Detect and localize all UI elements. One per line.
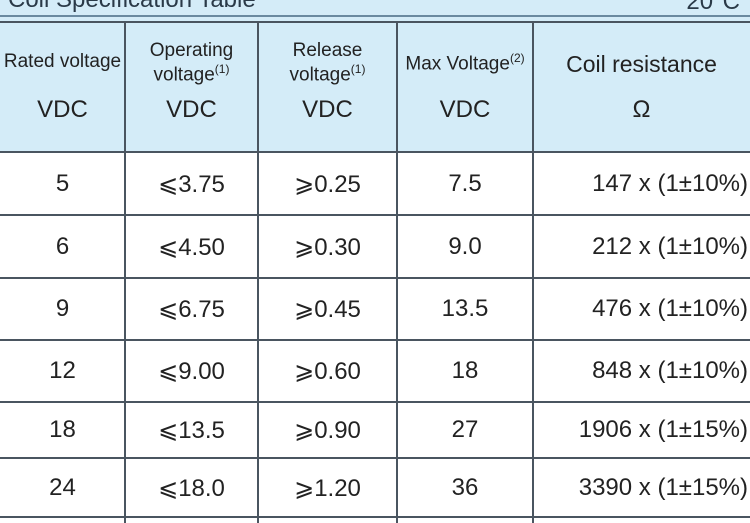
cell: 476 x (1±10%) [592, 295, 748, 322]
cell: ⩽6.75 [158, 296, 225, 323]
header-label: voltage(1) [289, 62, 366, 86]
col-line [124, 22, 126, 523]
header-unit: VDC [439, 96, 491, 123]
cell: ⩽9.00 [158, 358, 225, 385]
col-line [532, 22, 534, 523]
header-label: Release [292, 40, 363, 61]
cell: 848 x (1±10%) [592, 357, 748, 384]
header-label: Rated voltage [3, 51, 122, 72]
header-unit: Ω [632, 96, 651, 123]
cell: 1906 x (1±15%) [578, 416, 748, 443]
cell: ⩽3.75 [158, 170, 225, 198]
header-label: Coil resistance [566, 51, 717, 77]
row-line [0, 277, 750, 279]
cell: 13.5 [441, 295, 489, 322]
header-unit: VDC [37, 96, 88, 123]
footnote-mark: (1) [350, 62, 366, 76]
title: Coil Specification Table [8, 0, 256, 14]
header-label: Max Voltage(2) [405, 51, 525, 75]
header-unit: VDC [302, 96, 353, 123]
cell: ⩾1.20 [294, 474, 361, 502]
cell: ⩽4.50 [158, 233, 225, 261]
row-line [0, 151, 750, 153]
row-line [0, 457, 750, 459]
col-line [396, 22, 398, 523]
header-unit: VDC [166, 96, 217, 123]
cell: 3390 x (1±15%) [578, 473, 748, 501]
cell: ⩽13.5 [158, 417, 225, 444]
col-line [257, 22, 259, 523]
row-line [0, 401, 750, 403]
cell: 7.5 [448, 169, 482, 197]
cell: 27 [451, 416, 479, 443]
cell: ⩾0.90 [294, 417, 361, 444]
cell: ⩾0.30 [294, 233, 361, 261]
cell: 36 [451, 473, 479, 501]
cell: 147 x (1±10%) [592, 169, 748, 197]
cell: 12 [49, 357, 76, 384]
cell: 24 [49, 473, 76, 501]
cell: ⩾0.45 [294, 296, 361, 323]
cell: ⩽18.0 [158, 474, 225, 502]
cell: 9 [55, 295, 70, 322]
footnote-mark: (1) [214, 62, 230, 76]
rule [0, 15, 750, 17]
footnote-mark: (2) [509, 51, 525, 65]
cell: 18 [49, 416, 76, 443]
row-line [0, 21, 750, 23]
cell: ⩾0.25 [294, 170, 361, 198]
row-line [0, 214, 750, 216]
header-label: voltage(1) [153, 62, 230, 86]
row-line [0, 516, 750, 518]
cell: 5 [55, 169, 70, 197]
cell: 6 [55, 232, 70, 260]
row-line [0, 339, 750, 341]
cell: 9.0 [448, 232, 482, 260]
cell: 18 [451, 357, 479, 384]
header-label: Operating [149, 40, 234, 61]
temperature: 20°C [686, 0, 740, 15]
cell: 212 x (1±10%) [592, 232, 748, 260]
cell: ⩾0.60 [294, 358, 361, 385]
